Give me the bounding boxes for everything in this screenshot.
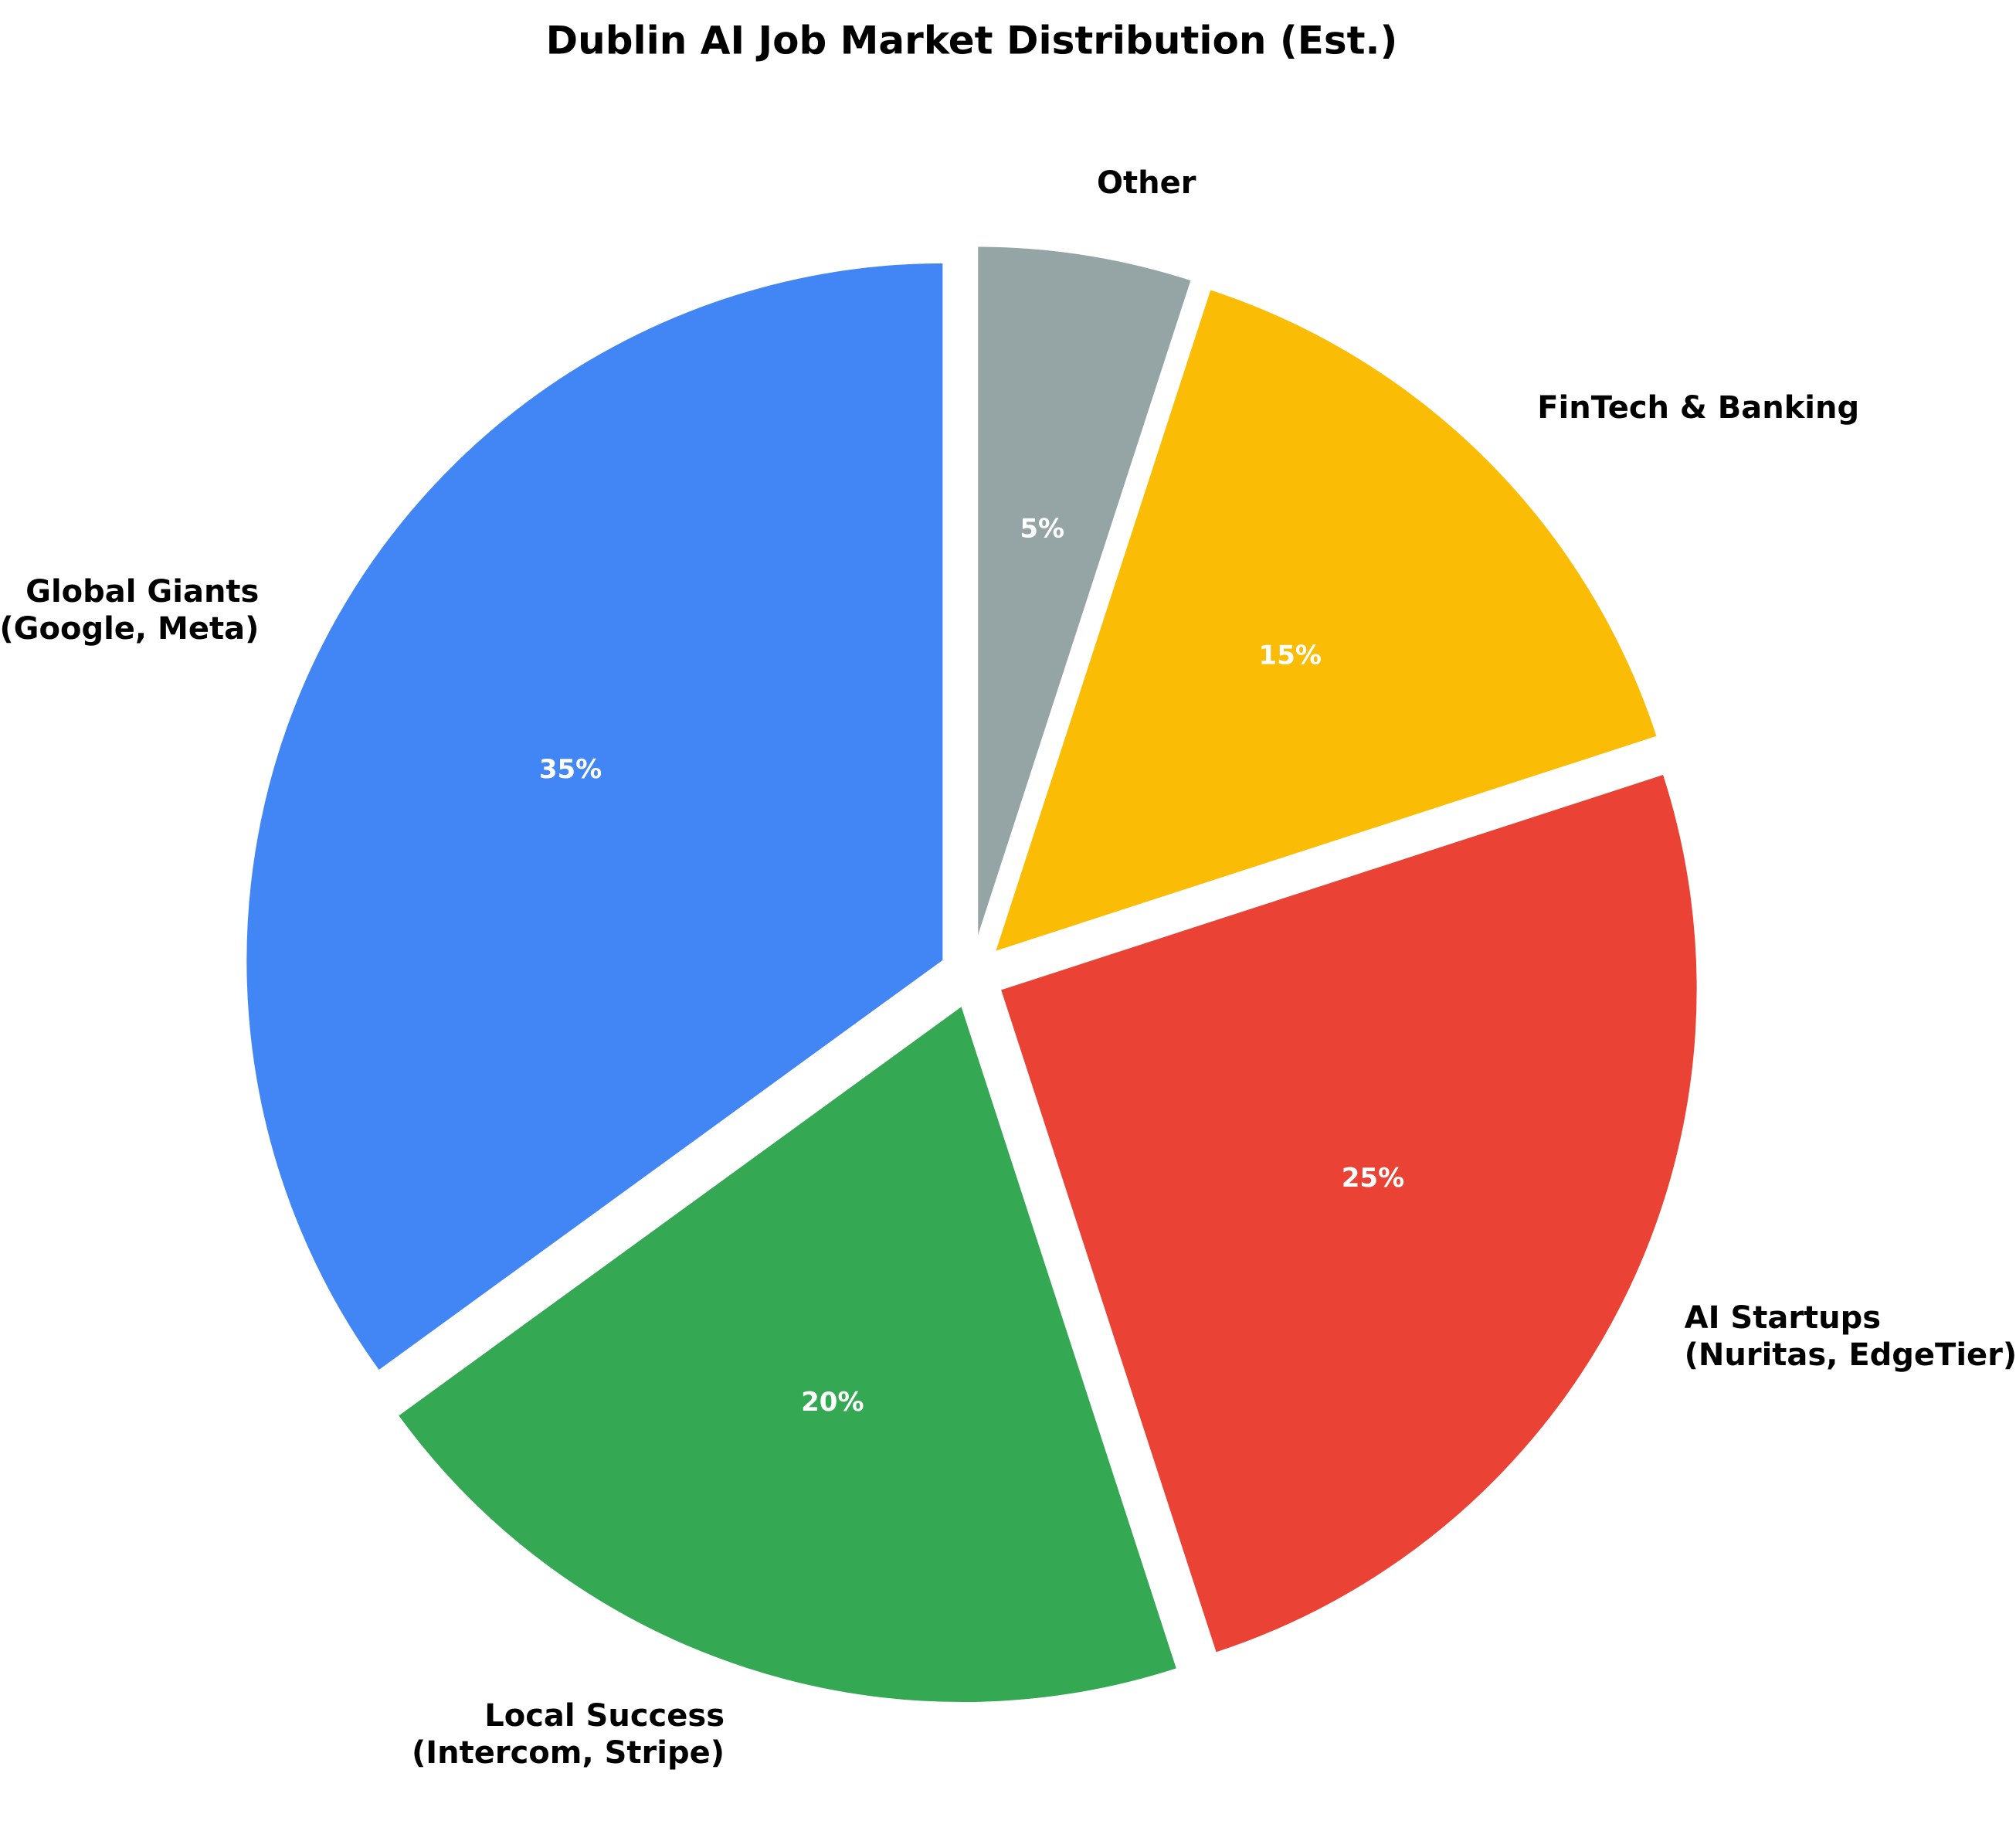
pie-slice xyxy=(991,286,1661,956)
slice-value-label: 5% xyxy=(1020,514,1064,545)
slice-label: Local Success (Intercom, Stripe) xyxy=(412,1698,725,1771)
slice-label: Global Giants (Google, Meta) xyxy=(0,574,259,647)
slice-value-label: 15% xyxy=(1259,640,1322,671)
chart-title: Dublin AI Job Market Distribution (Est.) xyxy=(546,19,1398,63)
slice-value-label: 35% xyxy=(539,754,602,785)
pie-slice xyxy=(394,1001,1180,1705)
slice-value-label: 20% xyxy=(801,1387,864,1418)
slice-label: Other xyxy=(1097,165,1196,201)
pie-slice xyxy=(243,260,946,1374)
pie-slice xyxy=(997,770,1700,1656)
pie-slice xyxy=(975,243,1195,946)
slice-label: AI Startups (Nuritas, EdgeTier) xyxy=(1685,1300,2016,1373)
slice-label: FinTech & Banking xyxy=(1537,390,1859,426)
slice-value-label: 25% xyxy=(1342,1163,1404,1194)
